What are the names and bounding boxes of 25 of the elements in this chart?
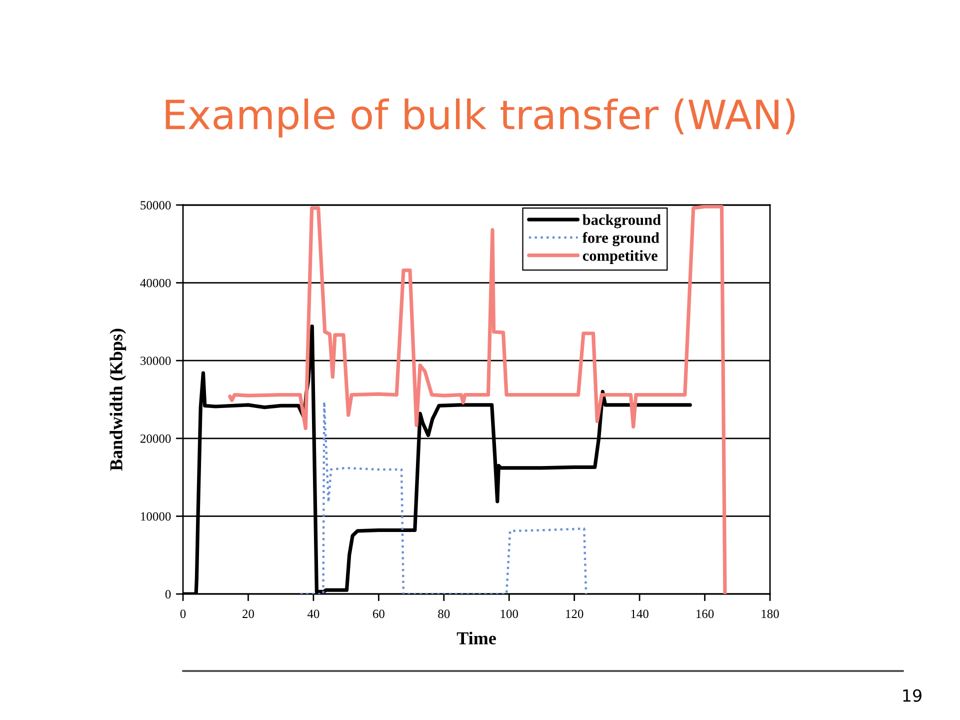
line-series: [299, 400, 588, 594]
x-tick-label: 80: [438, 610, 450, 618]
line-series: [228, 205, 727, 594]
x-axis-title: Time: [456, 632, 496, 644]
x-tick-label: 180: [762, 610, 779, 618]
y-tick-label: 30000: [140, 356, 171, 366]
legend-label: fore ground: [582, 232, 660, 246]
x-tick-label: 40: [307, 610, 320, 618]
text: 19: [903, 689, 922, 702]
y-tick-label: 50000: [140, 201, 171, 210]
y-tick-label: 40000: [140, 278, 171, 288]
y-axis-title: Bandwidth (Kbps): [110, 328, 126, 471]
y-tick-label: 10000: [141, 512, 171, 521]
y-tick-label: 20000: [140, 434, 171, 443]
legend-label: background: [582, 214, 661, 228]
x-tick-label: 60: [372, 610, 384, 618]
x-tick-label: 160: [696, 610, 714, 618]
x-tick-label: 100: [500, 610, 518, 618]
x-tick-label: 20: [242, 610, 254, 618]
legend-label: competitive: [582, 250, 658, 264]
x-tick-label: 0: [180, 610, 186, 618]
x-tick-label: 120: [566, 610, 584, 618]
y-tick-label: 0: [165, 590, 171, 598]
chart-title: Example of bulk transfer (WAN): [166, 98, 795, 138]
x-tick-label: 140: [631, 610, 648, 618]
